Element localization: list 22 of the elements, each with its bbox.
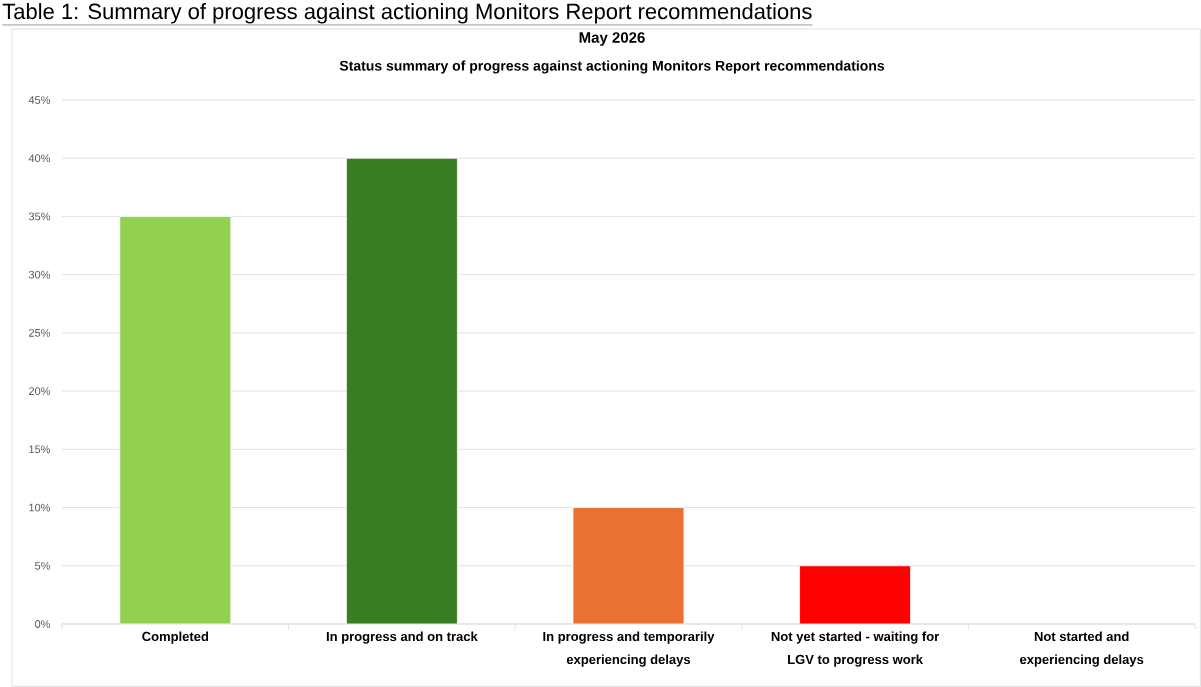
caption: Table 1: Summary of progress against actioning Monitors Report recommendations xyxy=(2,3,812,24)
chart-subtitle: Status summary of progress against actioning Monitors Report recommendations xyxy=(339,60,885,74)
x-tick-label: Not yet started - waiting for LGV to progress work xyxy=(771,631,940,667)
y-tick-label: 0% xyxy=(35,620,51,628)
y-tick-label: 45% xyxy=(28,96,51,104)
x-tick-label: Not started and experiencing delays xyxy=(1020,631,1144,667)
y-tick-label: 10% xyxy=(29,503,51,512)
y-tick-label: 30% xyxy=(28,270,51,279)
x-tick-label: In progress and on track xyxy=(326,631,478,644)
bar xyxy=(345,157,458,625)
x-tick-label: In progress and temporarily experiencing delays xyxy=(543,631,715,667)
y-tick-label: 20% xyxy=(29,387,51,395)
bar xyxy=(119,216,232,625)
x-tick-label: Completed xyxy=(142,631,209,644)
y-tick-label: 35% xyxy=(28,212,51,221)
y-tick-label: 40% xyxy=(28,154,51,163)
y-tick-label: 25% xyxy=(29,328,51,337)
y-tick-label: 5% xyxy=(35,561,51,570)
chart-title: May 2026 xyxy=(579,32,645,46)
bar xyxy=(572,507,685,625)
y-tick-label: 15% xyxy=(29,445,51,454)
bar xyxy=(799,565,911,625)
